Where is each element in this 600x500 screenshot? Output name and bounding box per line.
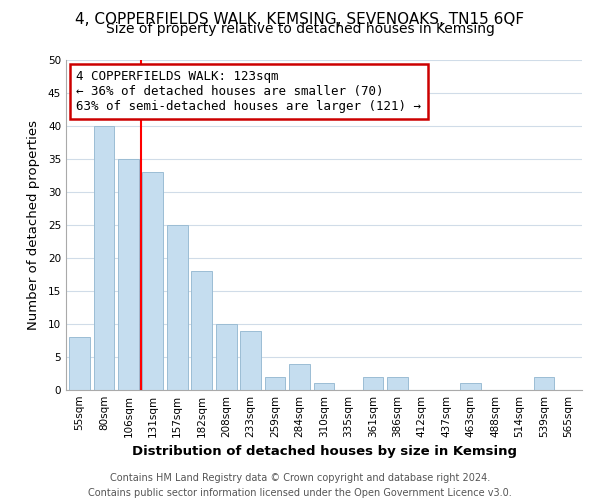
Bar	[362, 377, 383, 390]
Bar	[314, 384, 334, 390]
Bar	[289, 364, 310, 390]
Bar	[142, 172, 163, 390]
X-axis label: Distribution of detached houses by size in Kemsing: Distribution of detached houses by size …	[131, 446, 517, 458]
Bar	[191, 271, 212, 390]
Bar	[118, 159, 139, 390]
Text: 4 COPPERFIELDS WALK: 123sqm
← 36% of detached houses are smaller (70)
63% of sem: 4 COPPERFIELDS WALK: 123sqm ← 36% of det…	[76, 70, 421, 113]
Bar	[387, 377, 408, 390]
Y-axis label: Number of detached properties: Number of detached properties	[26, 120, 40, 330]
Bar	[216, 324, 236, 390]
Text: 4, COPPERFIELDS WALK, KEMSING, SEVENOAKS, TN15 6QF: 4, COPPERFIELDS WALK, KEMSING, SEVENOAKS…	[76, 12, 524, 28]
Bar	[69, 337, 90, 390]
Bar	[460, 384, 481, 390]
Text: Size of property relative to detached houses in Kemsing: Size of property relative to detached ho…	[106, 22, 494, 36]
Bar	[265, 377, 286, 390]
Bar	[94, 126, 114, 390]
Text: Contains HM Land Registry data © Crown copyright and database right 2024.
Contai: Contains HM Land Registry data © Crown c…	[88, 472, 512, 498]
Bar	[240, 330, 261, 390]
Bar	[534, 377, 554, 390]
Bar	[167, 225, 188, 390]
